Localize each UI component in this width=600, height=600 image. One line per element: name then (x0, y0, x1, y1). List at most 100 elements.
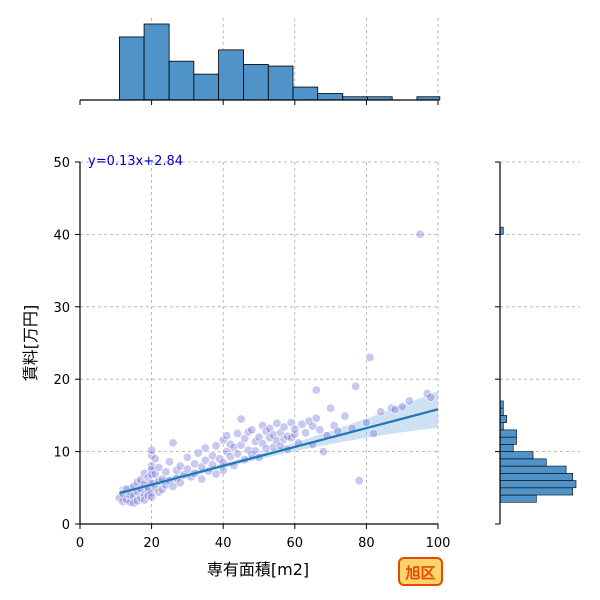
top-histogram-bar (292, 86, 319, 101)
scatter-point (132, 496, 142, 506)
scatter-point (415, 229, 425, 239)
scatter-point (318, 447, 328, 457)
scatter-point (272, 418, 282, 428)
scatter-point (161, 467, 171, 477)
scatter-point (272, 436, 282, 446)
right-histogram-bar (499, 444, 514, 452)
scatter-point (386, 403, 396, 413)
scatter-point (150, 454, 160, 464)
scatter-point (175, 478, 185, 488)
scatter-point (397, 402, 407, 412)
regression-line-layer (119, 408, 439, 495)
right-histogram-bar (499, 415, 507, 423)
ticks-layer: 0 20 40 60 80 100 0 10 20 30 40 50 (53, 100, 500, 551)
scatter-point (182, 452, 192, 462)
scatter-point (154, 463, 164, 473)
y-tick-label: 30 (53, 301, 70, 316)
scatter-point (215, 454, 225, 464)
y-tick-label: 50 (53, 156, 70, 171)
ward-badge-background (398, 557, 443, 586)
scatter-point (258, 439, 268, 449)
scatter-point (147, 492, 157, 502)
right-histogram (499, 226, 577, 503)
scatter-point (143, 473, 153, 483)
scatter-point (286, 433, 296, 443)
scatter-point (222, 447, 232, 457)
scatter-point (222, 431, 232, 441)
x-tick-label: 100 (426, 536, 451, 551)
scatter-point (369, 428, 379, 438)
right-histogram-bar (499, 458, 547, 467)
scatter-points-layer (114, 229, 436, 508)
scatter-point (182, 464, 192, 474)
scatter-point (211, 441, 221, 451)
x-tick-label: 40 (215, 536, 232, 551)
right-histogram-bar (499, 436, 517, 445)
right-histogram-bar (499, 429, 517, 438)
scatter-point (279, 422, 289, 432)
scatter-point (233, 428, 243, 438)
scatter-point (168, 438, 178, 448)
scatter-point (340, 411, 350, 421)
scatter-point (168, 481, 178, 491)
top-histogram-bar (168, 60, 195, 101)
right-histogram-bar (499, 487, 573, 496)
scatter-point (261, 444, 271, 454)
y-tick-label: 10 (53, 446, 70, 461)
scatter-point (426, 392, 436, 402)
scatter-point (308, 421, 318, 431)
scatter-point (268, 430, 278, 440)
right-histogram-bar (499, 494, 537, 503)
scatter-point (225, 439, 235, 449)
top-histogram-bar (193, 73, 219, 101)
scatter-point (197, 474, 207, 484)
top-histogram-bar (243, 64, 269, 101)
scatter-point (301, 428, 311, 438)
scatter-point (233, 449, 243, 459)
scatter-point (404, 396, 414, 406)
scatter-point (361, 418, 371, 428)
x-tick-label: 0 (76, 536, 84, 551)
y-tick-label: 0 (62, 518, 70, 533)
annotation-equation: y=0.13x+2.84 (88, 154, 183, 169)
scatter-point (165, 457, 175, 467)
scatter-point (315, 425, 325, 435)
scatter-point (422, 389, 432, 399)
scatter-point (236, 414, 246, 424)
scatter-point (283, 431, 293, 441)
top-histogram (118, 23, 441, 101)
scatter-point (365, 352, 375, 362)
scatter-point (193, 448, 203, 458)
right-histogram-bar (499, 465, 567, 474)
x-tick-label: 20 (143, 536, 160, 551)
y-tick-label: 20 (53, 373, 70, 388)
scatter-point (147, 470, 157, 480)
top-histogram-bar (118, 36, 145, 101)
scatter-point (351, 381, 361, 391)
scatter-point (143, 491, 153, 501)
scatter-point (290, 429, 300, 439)
scatter-point (329, 421, 339, 431)
right-histogram-bar (499, 473, 573, 481)
right-histogram-bar (499, 480, 577, 489)
x-tick-label: 80 (358, 536, 375, 551)
x-tick-label: 60 (287, 536, 304, 551)
scatter-point (247, 425, 257, 435)
y-tick-label: 40 (53, 228, 70, 243)
scatter-point (200, 443, 210, 453)
scatter-point (147, 445, 157, 455)
top-histogram-bar (218, 49, 245, 101)
scatter-point (311, 385, 321, 395)
scatter-point (354, 476, 364, 486)
scatter-point (311, 413, 321, 423)
x-axis-label: 専有面積[m2] (207, 560, 309, 579)
scatter-point (279, 434, 289, 444)
ward-badge-label: 旭区 (404, 564, 435, 582)
top-histogram-bar (143, 23, 170, 101)
ward-badge: 旭区 (398, 557, 443, 586)
scatter-point (211, 469, 221, 479)
scatter-point (376, 407, 386, 417)
regression-line (119, 408, 439, 495)
scatter-point (125, 497, 135, 507)
